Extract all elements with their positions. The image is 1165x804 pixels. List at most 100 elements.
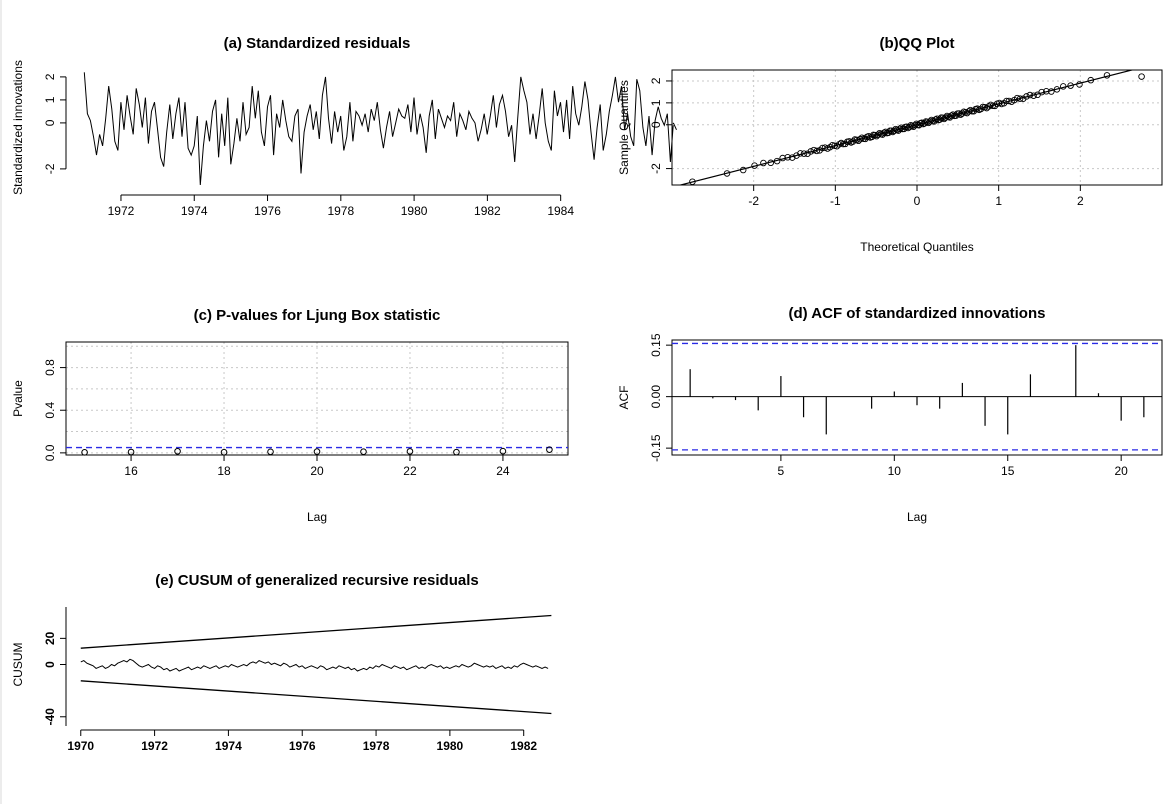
qq-point (1030, 92, 1037, 99)
y-tick-label: 0 (649, 121, 663, 128)
qq-point (779, 154, 786, 162)
qq-point (991, 102, 999, 110)
pvalue-point (406, 448, 414, 455)
qq-point (813, 147, 821, 155)
x-tick-label: 2 (1077, 194, 1084, 208)
qq-point (1087, 76, 1095, 84)
qq-point (858, 134, 866, 141)
y-tick-label: 0.15 (649, 333, 663, 357)
pvalue-point (220, 448, 228, 456)
y-tick-label: -40 (43, 708, 57, 726)
series-line (83, 72, 677, 186)
qq-point (1016, 95, 1024, 102)
qq-point (829, 142, 836, 149)
series-line (80, 658, 549, 672)
qq-point (1026, 91, 1034, 99)
qq-point (784, 154, 791, 161)
qq-point (965, 108, 972, 115)
x-tick-label: 1974 (181, 204, 208, 218)
chart-title: (b)QQ Plot (880, 35, 955, 52)
qq-point (856, 135, 864, 143)
qq-point (723, 170, 731, 177)
pvalue-point (267, 448, 274, 456)
y-tick-label: 20 (43, 631, 57, 645)
pvalue-point (81, 449, 88, 456)
x-tick-label: 16 (124, 464, 138, 478)
y-tick-label: 0.8 (43, 359, 57, 376)
qq-point (985, 103, 992, 110)
y-tick-label: -2 (43, 163, 57, 174)
x-tick-label: 15 (1001, 464, 1015, 478)
y-tick-label: -0.15 (649, 434, 663, 462)
qq-point (874, 131, 882, 139)
qq-point (773, 157, 781, 165)
y-axis-label: Standardized innovations (11, 60, 25, 195)
y-tick-label: 0 (43, 119, 57, 126)
qq-point (751, 162, 758, 169)
qq-point (1013, 94, 1021, 102)
qq-point (800, 150, 808, 157)
qq-point (1053, 86, 1061, 93)
qq-point (1103, 72, 1111, 79)
qq-point (1038, 88, 1045, 96)
qq-point (1043, 88, 1050, 95)
x-tick-label: -2 (748, 194, 759, 208)
qq-point (767, 159, 775, 167)
qq-point (865, 133, 872, 140)
x-tick-label: 1974 (215, 739, 242, 753)
x-tick-label: 1972 (141, 739, 168, 753)
qq-reference-line (678, 70, 1135, 185)
x-axis-label: Lag (907, 510, 927, 524)
qq-point (789, 154, 796, 161)
qq-point (868, 133, 876, 141)
qq-point (958, 110, 966, 117)
x-tick-label: 1978 (363, 739, 390, 753)
chart-title: (a) Standardized residuals (224, 35, 411, 52)
qq-point (876, 129, 883, 137)
qq-point (890, 127, 898, 135)
lower-bound-line (80, 680, 552, 715)
y-tick-label: 0.4 (43, 402, 57, 419)
y-axis-label: ACF (617, 386, 631, 410)
x-tick-label: 1980 (437, 739, 464, 753)
qq-point (760, 159, 767, 167)
qq-point (804, 150, 811, 157)
chart-title: (d) ACF of standardized innovations (789, 305, 1046, 322)
x-tick-label: 1984 (547, 204, 574, 218)
chart-d-acf: (d) ACF of standardized innovations 5 10 15… (617, 305, 1163, 524)
x-tick-label: 1972 (108, 204, 135, 218)
qq-point (968, 107, 976, 115)
qq-point (943, 112, 951, 120)
qq-point (1138, 73, 1145, 80)
qq-point (689, 178, 696, 185)
y-tick-label: -2 (649, 163, 663, 174)
y-tick-label: 2 (649, 77, 663, 84)
qq-point (942, 114, 949, 121)
qq-point (948, 112, 955, 119)
qq-point (1059, 83, 1067, 90)
y-axis-label: Sample Quantiles (617, 80, 631, 175)
y-tick-label: 0.0 (43, 444, 57, 461)
qq-point (949, 111, 957, 118)
pvalue-point (499, 447, 507, 455)
x-tick-label: 22 (403, 464, 417, 478)
x-tick-label: 1982 (474, 204, 501, 218)
chart-title: (c) P-values for Ljung Box statistic (194, 307, 441, 324)
x-tick-label: 1982 (510, 739, 537, 753)
y-tick-label: 1 (649, 99, 663, 106)
x-tick-label: 1978 (327, 204, 354, 218)
y-axis-label: CUSUM (11, 642, 25, 686)
qq-point (833, 143, 841, 150)
y-tick-label: 0 (43, 661, 57, 668)
chart-title: (e) CUSUM of generalized recursive resid… (155, 572, 478, 589)
chart-c-ljung-box-pvalues: (c) P-values for Ljung Box statistic 16 18… (11, 307, 569, 524)
x-tick-label: 5 (778, 464, 785, 478)
pvalue-point (453, 448, 460, 456)
y-axis-label: Pvalue (11, 380, 25, 417)
x-tick-label: -1 (830, 194, 841, 208)
qq-point (807, 148, 815, 155)
pvalue-point (127, 448, 135, 456)
y-tick-label: 1 (43, 96, 57, 103)
x-tick-label: 20 (1114, 464, 1128, 478)
